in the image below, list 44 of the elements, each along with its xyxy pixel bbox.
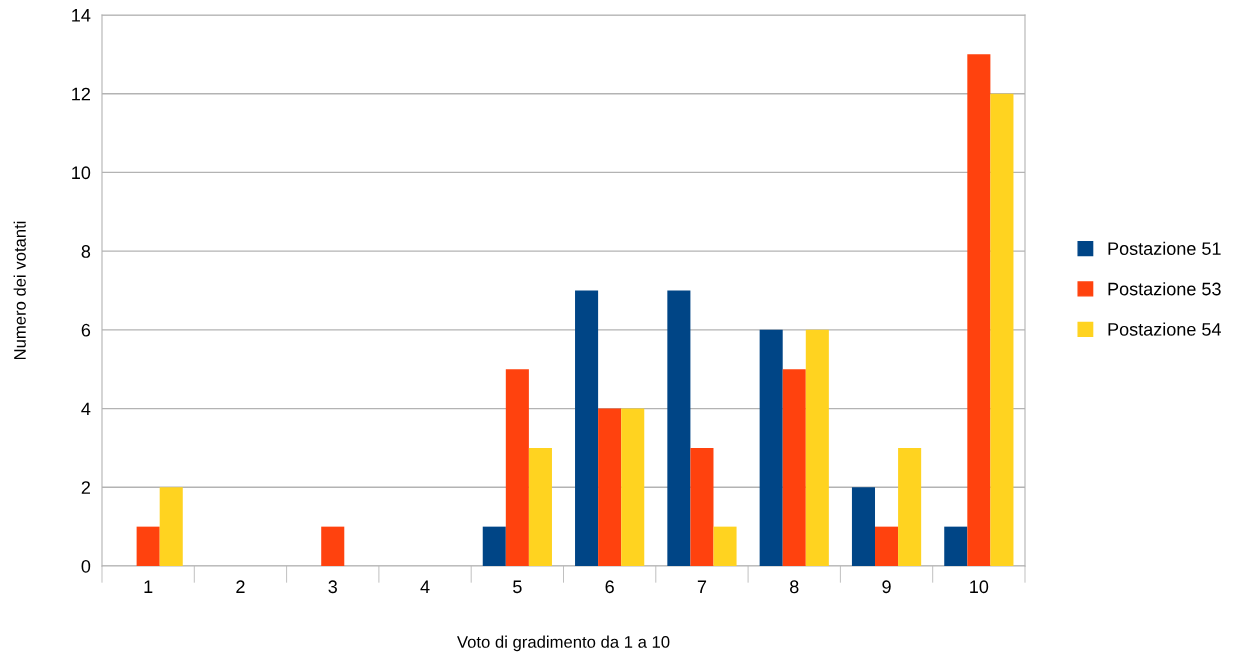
x-tick-label: 10 [970, 580, 989, 594]
y-tick-label: 4 [81, 402, 91, 416]
bar [321, 526, 345, 566]
bar [944, 526, 968, 566]
bar [136, 526, 160, 566]
legend-label: Postazione 51 [1108, 241, 1221, 255]
bar [713, 526, 737, 566]
bar [159, 487, 183, 566]
bar [598, 408, 622, 566]
y-tick-label: 12 [72, 87, 90, 101]
bar [875, 526, 899, 566]
bar [805, 329, 829, 566]
bar [690, 447, 714, 566]
bar [528, 447, 552, 566]
y-tick-label: 6 [81, 323, 91, 337]
x-tick-label: 8 [790, 580, 799, 594]
x-axis-title: Voto di gradimento da 1 a 10 [457, 635, 670, 652]
x-tick-label: 3 [328, 580, 337, 594]
bar [990, 93, 1014, 566]
x-tick-label: 5 [513, 580, 522, 594]
bar [782, 369, 806, 566]
legend-label: Postazione 54 [1108, 322, 1221, 336]
y-axis-title: Numero dei votanti [13, 221, 26, 360]
x-tick-label: 2 [236, 580, 245, 593]
x-tick-label: 9 [882, 580, 891, 594]
bar [482, 526, 506, 566]
y-tick-label: 10 [72, 166, 91, 180]
bar [575, 290, 599, 566]
x-tick-label: 1 [144, 580, 153, 593]
x-tick-label: 4 [420, 580, 430, 593]
y-tick-label: 2 [81, 481, 90, 494]
bar [621, 408, 645, 566]
y-tick-label: 8 [81, 245, 91, 258]
y-tick-label: 14 [72, 9, 91, 22]
y-tick-label: 0 [81, 559, 91, 573]
x-tick-label: 7 [697, 580, 707, 593]
bar [851, 487, 876, 566]
x-tick-label: 6 [605, 580, 614, 594]
bar [505, 369, 529, 566]
bar [967, 54, 991, 566]
bar [898, 447, 922, 566]
bar [667, 290, 691, 566]
legend-label: Postazione 53 [1108, 282, 1221, 296]
bar [759, 329, 783, 566]
